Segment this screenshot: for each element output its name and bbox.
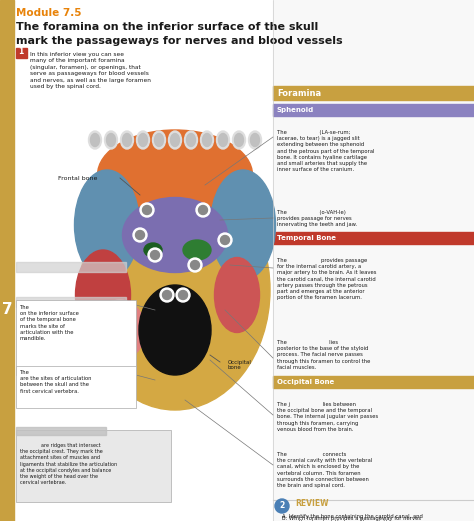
- Ellipse shape: [74, 170, 139, 280]
- Bar: [0, 0, 14, 521]
- Text: The foramina on the inferior surface of the skull: The foramina on the inferior surface of …: [16, 22, 318, 32]
- Ellipse shape: [217, 131, 229, 149]
- Text: mark the passageways for nerves and blood vessels: mark the passageways for nerves and bloo…: [16, 36, 343, 46]
- Circle shape: [179, 291, 188, 300]
- Bar: [16, 48, 27, 58]
- Bar: [273, 232, 474, 244]
- Text: Occipital
bone: Occipital bone: [228, 359, 252, 370]
- Circle shape: [176, 288, 190, 302]
- Text: The                     provides passage
for the internal carotid artery, a
majo: The provides passage for the internal ca…: [277, 258, 376, 300]
- Bar: [273, 0, 474, 521]
- Ellipse shape: [215, 257, 259, 332]
- Ellipse shape: [89, 131, 101, 149]
- Circle shape: [163, 291, 172, 300]
- Ellipse shape: [122, 133, 131, 146]
- Ellipse shape: [184, 131, 198, 149]
- Ellipse shape: [201, 131, 213, 149]
- Ellipse shape: [95, 300, 145, 360]
- Text: 2: 2: [279, 502, 284, 511]
- Text: 7: 7: [2, 303, 12, 317]
- Text: The                          lies
posterior to the base of the styloid
process. : The lies posterior to the base of the st…: [277, 340, 370, 370]
- Text: Occipital Bone: Occipital Bone: [277, 379, 334, 385]
- Circle shape: [220, 235, 229, 244]
- Text: Frontal bone: Frontal bone: [58, 176, 97, 180]
- Ellipse shape: [168, 131, 182, 149]
- Ellipse shape: [235, 133, 244, 146]
- Ellipse shape: [80, 170, 270, 410]
- Bar: [273, 104, 474, 116]
- Ellipse shape: [137, 131, 149, 149]
- Text: Temporal Bone: Temporal Bone: [277, 235, 336, 241]
- Ellipse shape: [144, 243, 162, 257]
- Ellipse shape: [186, 133, 195, 146]
- Text: The                    (LA-se-rum;
lacerae, to tear) is a jagged slit
extending : The (LA-se-rum; lacerae, to tear) is a j…: [277, 130, 374, 172]
- Ellipse shape: [153, 131, 165, 149]
- Text: B. Which foramen provides a passageway for nerves: B. Which foramen provides a passageway f…: [282, 516, 421, 521]
- Text: A. Identify the bone containing the carotid canal, and
name the structure that r: A. Identify the bone containing the caro…: [282, 514, 428, 521]
- Ellipse shape: [91, 133, 100, 146]
- Circle shape: [136, 230, 145, 240]
- Ellipse shape: [171, 133, 180, 146]
- Circle shape: [191, 260, 200, 269]
- Ellipse shape: [107, 133, 116, 146]
- Circle shape: [151, 251, 159, 259]
- Bar: [273, 376, 474, 388]
- Text: The j                    lies between
the occipital bone and the temporal
bone. : The j lies between the occipital bone an…: [277, 402, 378, 432]
- Ellipse shape: [233, 131, 246, 149]
- Bar: [16, 430, 171, 502]
- Bar: [16, 297, 126, 307]
- Ellipse shape: [183, 240, 211, 260]
- Ellipse shape: [210, 170, 275, 280]
- Text: The
are the sites of articulation
between the skull and the
first cervical verte: The are the sites of articulation betwee…: [20, 370, 91, 393]
- Ellipse shape: [104, 131, 118, 149]
- Circle shape: [140, 203, 154, 217]
- Text: The                    (o-VAH-le)
provides passage for nerves
innervating the te: The (o-VAH-le) provides passage for nerv…: [277, 210, 357, 227]
- Ellipse shape: [250, 133, 259, 146]
- Circle shape: [143, 205, 152, 215]
- Ellipse shape: [219, 133, 228, 146]
- Ellipse shape: [139, 285, 211, 375]
- Circle shape: [133, 228, 147, 242]
- Ellipse shape: [98, 130, 253, 220]
- Text: The
on the inferior surface
of the temporal bone
marks the site of
articulation : The on the inferior surface of the tempo…: [20, 305, 79, 341]
- Ellipse shape: [150, 344, 180, 366]
- Circle shape: [218, 233, 232, 247]
- Bar: [273, 86, 474, 100]
- Circle shape: [188, 258, 202, 272]
- Circle shape: [160, 288, 174, 302]
- Text: Sphenoid: Sphenoid: [277, 107, 314, 113]
- Text: are ridges that intersect
the occipital crest. They mark the
attachment sites of: are ridges that intersect the occipital …: [20, 443, 117, 485]
- Circle shape: [199, 205, 208, 215]
- Ellipse shape: [155, 133, 164, 146]
- Ellipse shape: [120, 131, 134, 149]
- Text: Module 7.5: Module 7.5: [16, 8, 82, 18]
- Bar: [16, 300, 136, 375]
- Bar: [16, 366, 136, 408]
- Ellipse shape: [202, 133, 211, 146]
- Circle shape: [148, 248, 162, 262]
- Ellipse shape: [75, 250, 130, 340]
- Circle shape: [196, 203, 210, 217]
- Text: The                      connects
the cranial cavity with the vertebral
canal, w: The connects the cranial cavity with the…: [277, 452, 372, 488]
- Ellipse shape: [122, 197, 228, 272]
- Ellipse shape: [138, 133, 147, 146]
- Bar: [16, 427, 106, 435]
- Bar: [16, 262, 126, 272]
- Circle shape: [275, 499, 289, 513]
- Text: In this inferior view you can see
many of the important foramina
(singular, fora: In this inferior view you can see many o…: [30, 52, 151, 89]
- Text: Foramina: Foramina: [277, 89, 321, 97]
- Text: 1: 1: [18, 47, 24, 56]
- Text: REVIEW: REVIEW: [295, 500, 328, 508]
- Ellipse shape: [248, 131, 262, 149]
